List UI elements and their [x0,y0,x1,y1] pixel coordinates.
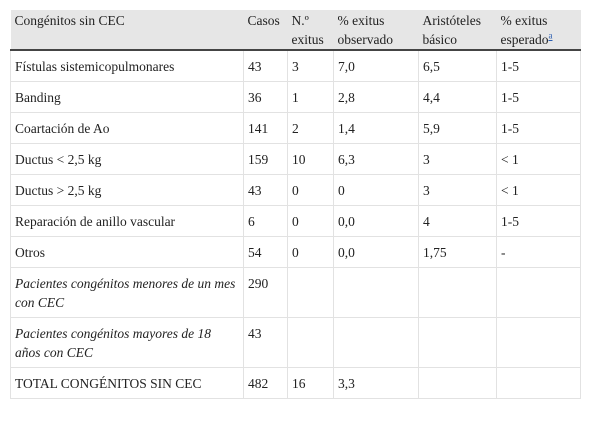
header-cell: Congénitos sin CEC [10,10,244,51]
table-cell: Ductus < 2,5 kg [10,143,244,175]
table-cell: 0 [287,174,334,206]
table-cell: 43 [243,49,288,82]
table-cell: Coartación de Ao [10,112,244,144]
header-cell: N.º exitus [287,10,334,51]
header-text: Congénitos sin CEC [14,13,125,28]
table-cell [496,367,581,399]
table-cell: 0,0 [333,236,419,268]
table-cell [418,267,497,318]
table-row: Reparación de anillo vascular 6 0 0,0 4 1-5 [10,205,581,237]
header-text: % exitus observado [337,13,393,47]
table-cell: 36 [243,81,288,113]
table-cell: < 1 [496,143,581,175]
table-cell: 16 [287,367,334,399]
data-table: Congénitos sin CEC Casos N.º exitus % exitu… [10,10,581,399]
table-row: Ductus < 2,5 kg 159 10 6,3 3 < 1 [10,143,581,175]
table-cell: 3 [418,174,497,206]
table-cell: 1 [287,81,334,113]
table-cell [496,267,581,318]
table-cell [333,267,419,318]
table-cell: 6,5 [418,49,497,82]
table-cell: 0,0 [333,205,419,237]
table-cell: 0 [287,205,334,237]
table-cell: 0 [333,174,419,206]
table-cell: 0 [287,236,334,268]
table-cell: Ductus > 2,5 kg [10,174,244,206]
table-cell: 1-5 [496,49,581,82]
table-cell: 2 [287,112,334,144]
header-cell: Casos [243,10,288,51]
table-cell: 10 [287,143,334,175]
table-row: Pacientes congénitos mayores de 18 años … [10,317,581,368]
table-cell: 43 [243,317,288,368]
table-cell: 3,3 [333,367,419,399]
table-cell [287,317,334,368]
table-cell: TOTAL CONGÉNITOS SIN CEC [10,367,244,399]
table-cell: 6,3 [333,143,419,175]
table-cell: 54 [243,236,288,268]
table-row: Pacientes congénitos menores de un mes c… [10,267,581,318]
table-cell: 7,0 [333,49,419,82]
table-row: Ductus > 2,5 kg 43 0 0 3 < 1 [10,174,581,206]
header-text: Casos [247,13,280,28]
table-cell: 482 [243,367,288,399]
header-cell: % exitus esperadoa [496,10,581,51]
table-cell: Banding [10,81,244,113]
table-cell: 43 [243,174,288,206]
table-cell [496,317,581,368]
table-body: Fístulas sistemicopulmonares 43 3 7,0 6,5 1-5… [10,49,581,399]
table-row: Banding 36 1 2,8 4,4 1-5 [10,81,581,113]
table-cell: Pacientes congénitos mayores de 18 años … [10,317,244,368]
table-cell: 5,9 [418,112,497,144]
table-cell [418,367,497,399]
table-cell: < 1 [496,174,581,206]
table-cell: 3 [418,143,497,175]
footnote-link[interactable]: a [548,30,553,41]
table-cell: 159 [243,143,288,175]
table-cell: Pacientes congénitos menores de un mes c… [10,267,244,318]
header-text: Aristóteles básico [422,13,482,47]
table-cell: 1,4 [333,112,419,144]
header-text: % exitus esperado [500,13,549,47]
table-cell: Otros [10,236,244,268]
table-cell: 1-5 [496,205,581,237]
table-row: Fístulas sistemicopulmonares 43 3 7,0 6,5 1-5 [10,49,581,82]
table-cell: 3 [287,49,334,82]
header-cell: % exitus observado [333,10,419,51]
table-cell: 1,75 [418,236,497,268]
table-cell: Fístulas sistemicopulmonares [10,49,244,82]
table-cell: - [496,236,581,268]
table-cell: 141 [243,112,288,144]
table-row: Coartación de Ao 141 2 1,4 5,9 1-5 [10,112,581,144]
header-cell: Aristóteles básico [418,10,497,51]
footnote-marker: a [548,31,552,41]
table-cell: 4 [418,205,497,237]
table-cell: 6 [243,205,288,237]
table-cell: 4,4 [418,81,497,113]
table-cell [333,317,419,368]
table-row: Otros 54 0 0,0 1,75- [10,236,581,268]
table-cell: 290 [243,267,288,318]
table-cell [287,267,334,318]
table-cell [418,317,497,368]
table-cell: 1-5 [496,81,581,113]
header-row: Congénitos sin CEC Casos N.º exitus % exitu… [10,10,581,51]
table-cell: 1-5 [496,112,581,144]
table-cell: Reparación de anillo vascular [10,205,244,237]
header-text: N.º exitus [291,13,324,47]
table-row: TOTAL CONGÉNITOS SIN CEC 482 16 3,3 [10,367,581,399]
table-cell: 2,8 [333,81,419,113]
